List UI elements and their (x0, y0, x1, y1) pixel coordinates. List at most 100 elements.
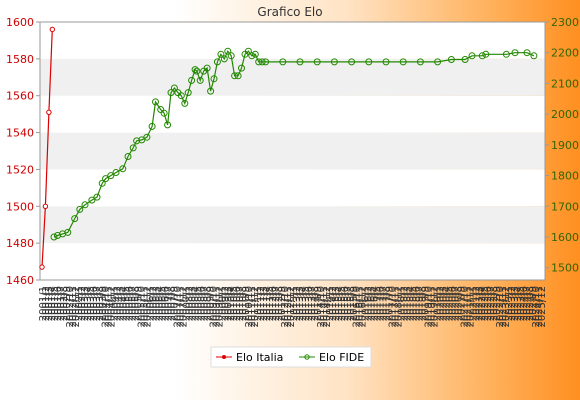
x-tick-label: 2008/7 (199, 286, 210, 321)
x-tick-label: 2003/4 (83, 286, 94, 321)
x-tick-label: 2004/2 (113, 286, 124, 321)
x-tick-label: 2011/5 (265, 286, 276, 321)
x-tick-label: 2011/4 (262, 286, 273, 321)
x-tick-label: 2015/6 (340, 286, 351, 321)
x-tick-label: 2019/1 (432, 286, 443, 321)
x-tick-label: 2006/2 (149, 286, 160, 321)
x-tick-label: 2015/7 (343, 286, 354, 321)
x-tick-label: 2020/5 (444, 286, 455, 321)
x-tick-label: 2002/9 (62, 286, 73, 321)
data-point-elo-fide (170, 84, 178, 92)
x-tick-label: 2024/9 (528, 286, 539, 321)
data-point-elo-fide (184, 89, 192, 97)
x-tick-label: 2010/5 (229, 286, 240, 321)
x-tick-label: 2020/8 (453, 286, 464, 321)
legend: Elo Italia Elo FIDE (210, 346, 372, 368)
x-tick-label: 2022/5 (480, 286, 491, 321)
data-point-elo-fide (93, 193, 101, 201)
x-tick-label: 2014/1 (325, 286, 336, 321)
legend-entry-elo-italia[interactable]: Elo Italia (216, 351, 283, 364)
x-tick-label: 2010/7 (235, 286, 246, 321)
y-right-tick-label: 2000 (551, 108, 579, 121)
x-tick-label: 2022/8 (489, 286, 500, 321)
data-point-elo-fide (196, 76, 204, 84)
x-tick-label: 2005/11 (140, 286, 151, 328)
x-tick-label: 2002/8 (59, 286, 70, 321)
x-tick-label: 2020/3 (438, 286, 449, 321)
data-point-elo-fide (160, 109, 168, 117)
x-tick-label: 2007/11 (175, 286, 186, 328)
x-tick-label: 2008/3 (187, 286, 198, 321)
x-tick-label: 2016/4 (370, 286, 381, 321)
data-point-elo-fide (382, 58, 390, 66)
x-tick-label: 2015/9 (349, 286, 360, 321)
x-tick-label: 2005/10 (137, 286, 148, 328)
legend-label-elo-italia: Elo Italia (236, 351, 283, 364)
legend-entry-elo-fide[interactable]: Elo FIDE (299, 351, 364, 364)
x-tick-label: 2018/4 (406, 286, 417, 321)
x-tick-label: 2022/4 (477, 286, 488, 321)
x-tick-label: 2014/9 (313, 286, 324, 321)
x-tick-label: 2006/4 (155, 286, 166, 321)
x-tick-label: 2011/1 (253, 286, 264, 321)
x-tick-label: 2016/12 (358, 286, 369, 328)
x-tick-label: 2024/6 (519, 286, 530, 321)
x-tick-label: 2008/4 (190, 286, 201, 321)
x-tick-label: 2010/8 (238, 286, 249, 321)
x-tick-label: 2013/7 (307, 286, 318, 321)
y-right-tick-label: 1900 (551, 139, 579, 152)
x-tick-label: 2004/12 (107, 286, 118, 328)
data-point-elo-fide (213, 58, 221, 66)
grid-band (40, 22, 545, 59)
y-right-tick-label: 1600 (551, 231, 579, 244)
y-right-tick-label: 2300 (551, 16, 579, 29)
data-point-elo-fide (98, 179, 106, 187)
x-tick-label: 2023/11 (498, 286, 509, 328)
data-point-elo-fide (129, 144, 137, 152)
legend-label-elo-fide: Elo FIDE (319, 351, 364, 364)
data-point-elo-fide (244, 47, 252, 55)
x-tick-label: 2018/3 (403, 286, 414, 321)
x-tick-label: 2010/4 (226, 286, 237, 321)
data-point-elo-fide (50, 233, 58, 241)
x-tick-label: 2007/8 (167, 286, 178, 321)
x-tick-label: 2017/6 (376, 286, 387, 321)
x-tick-label: 2001/7 (56, 286, 67, 321)
x-tick-label: 2004/3 (116, 286, 127, 321)
data-point-elo-fide (530, 52, 538, 60)
x-tick-label: 2016/11 (355, 286, 366, 328)
x-tick-label: 2002/11 (68, 286, 79, 328)
x-tick-label: 2007/9 (170, 286, 181, 321)
x-tick-label: 2015/3 (331, 286, 342, 321)
data-point-elo-fide (71, 215, 79, 223)
data-point-elo-fide (348, 58, 356, 66)
x-tick-label: 2002/10 (65, 286, 76, 328)
grid-band (40, 169, 545, 207)
x-tick-label: 2011/2 (256, 286, 267, 321)
y-axis-right: 1500 1600 1700 1800 1900 2000 2100 2200 2300 (545, 16, 579, 275)
x-tick-label: 2005/6 (125, 286, 136, 321)
x-tick-label: 2023/4 (513, 286, 524, 321)
y-left-tick-label: 1600 (6, 16, 34, 29)
x-tick-label: 2006/12 (143, 286, 154, 328)
data-point-elo-fide (330, 58, 338, 66)
x-tick-label: 2009/9 (205, 286, 216, 321)
x-tick-label: 2013/3 (295, 286, 306, 321)
data-point-elo-fide (523, 49, 531, 57)
data-point-elo-fide (447, 56, 455, 63)
x-tick-label: 2004/4 (119, 286, 130, 321)
data-point-elo-fide (461, 56, 469, 63)
data-point-elo-fide (207, 87, 215, 95)
x-tick-label: 2012/9 (277, 286, 288, 321)
x-tick-label: 2014/12 (322, 286, 333, 328)
legend-box (210, 346, 372, 368)
x-tick-label: 2001/1 (38, 286, 49, 321)
x-tick-label: 2002/2 (77, 286, 88, 321)
x-tick-label: 2017/7 (379, 286, 390, 321)
y-left-tick-label: 1540 (6, 127, 34, 140)
data-point-elo-fide (502, 50, 510, 58)
x-tick-label: 2005/5 (122, 286, 133, 321)
x-tick-label: 2021/3 (474, 286, 485, 321)
data-point-elo-fide (296, 58, 304, 66)
